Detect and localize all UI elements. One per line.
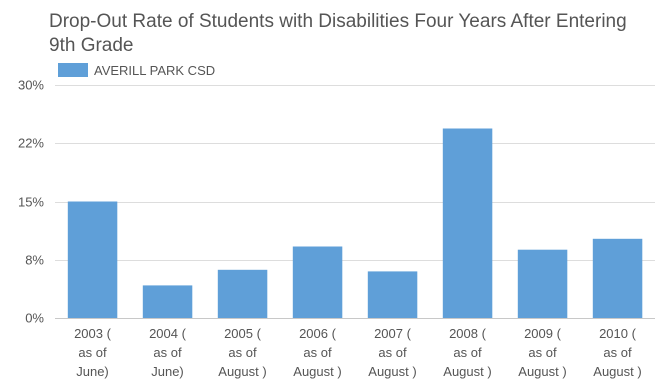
bar — [142, 285, 193, 318]
y-tick-label: 8% — [25, 253, 44, 268]
chart-title: Drop-Out Rate of Students with Disabilit… — [49, 11, 627, 56]
legend-swatch — [58, 63, 88, 77]
bar — [217, 269, 268, 318]
bar — [292, 246, 343, 318]
y-tick-label: 15% — [18, 195, 44, 210]
bar — [67, 201, 118, 318]
x-tick-label: 2003 (as of June) — [74, 326, 112, 379]
x-tick-label: 2005 (as of August ) — [218, 326, 266, 379]
bar — [367, 271, 418, 318]
legend-label: AVERILL PARK CSD — [94, 62, 216, 78]
bar — [517, 249, 568, 318]
bar — [592, 238, 643, 318]
legend: AVERILL PARK CSD — [58, 61, 215, 79]
x-tick-label: 2007 (as of August ) — [368, 326, 416, 379]
y-tick-label: 22% — [18, 136, 44, 151]
x-tick-label: 2004 (as of June) — [149, 326, 187, 379]
x-tick-label: 2009 (as of August ) — [518, 326, 566, 379]
bar — [442, 128, 493, 318]
x-tick-label: 2010 (as of August ) — [593, 326, 641, 379]
x-tick-label: 2006 (as of August ) — [293, 326, 341, 379]
y-tick-label: 30% — [18, 78, 44, 93]
x-tick-label: 2008 (as of August ) — [443, 326, 491, 379]
y-tick-label: 0% — [25, 311, 44, 326]
